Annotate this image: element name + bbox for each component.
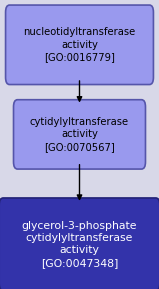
Text: cytidylyltransferase
activity
[GO:0070567]: cytidylyltransferase activity [GO:007056… [30, 117, 129, 152]
Text: nucleotidyltransferase
activity
[GO:0016779]: nucleotidyltransferase activity [GO:0016… [23, 27, 136, 62]
FancyBboxPatch shape [0, 198, 159, 289]
FancyBboxPatch shape [6, 5, 153, 85]
Text: glycerol-3-phosphate
cytidylyltransferase
activity
[GO:0047348]: glycerol-3-phosphate cytidylyltransferas… [22, 221, 137, 268]
FancyBboxPatch shape [14, 100, 145, 169]
